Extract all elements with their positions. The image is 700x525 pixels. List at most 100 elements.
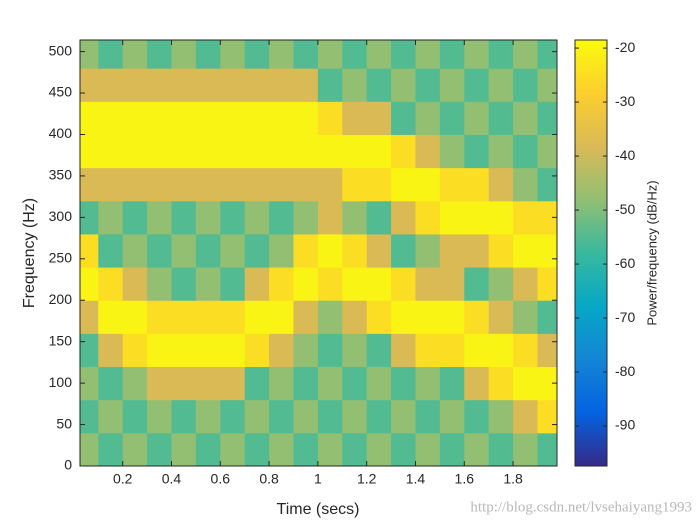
heatmap-cell <box>439 233 465 268</box>
heatmap-cell <box>80 101 99 135</box>
y-tick-label: 0 <box>64 457 72 473</box>
heatmap-cell <box>317 267 343 301</box>
heatmap-cell <box>513 267 538 301</box>
x-tick-label: 0.8 <box>259 471 279 487</box>
heatmap-cell <box>244 167 270 202</box>
heatmap-cell <box>244 200 270 235</box>
colorbar-tick-label: -90 <box>615 417 635 433</box>
colorbar-tick-label: -70 <box>615 309 635 325</box>
y-tick-label: 350 <box>49 167 73 183</box>
heatmap-cell <box>122 233 148 268</box>
heatmap-cell <box>244 134 270 169</box>
heatmap-cell <box>80 134 99 169</box>
x-tick-label: 1.4 <box>406 471 426 487</box>
heatmap-cell <box>488 134 514 169</box>
heatmap-cell <box>391 366 416 401</box>
colorbar-tick-label: -60 <box>615 255 635 271</box>
heatmap-cell <box>464 432 490 466</box>
heatmap-cell <box>80 267 99 301</box>
heatmap-cell <box>293 333 319 368</box>
heatmap-cell <box>513 134 538 169</box>
heatmap-cell <box>98 267 124 301</box>
heatmap-cell <box>269 333 294 368</box>
heatmap-cell <box>147 200 172 235</box>
heatmap-cell <box>80 366 99 401</box>
heatmap-cell <box>537 101 557 135</box>
heatmap-cell <box>366 134 392 169</box>
x-axis-label: Time (secs) <box>277 501 360 518</box>
heatmap-cell <box>464 134 490 169</box>
heatmap-cell <box>513 366 538 401</box>
heatmap-cell <box>293 267 319 301</box>
heatmap-cell <box>415 399 441 434</box>
heatmap-cell <box>269 134 294 169</box>
heatmap-cell <box>147 366 172 401</box>
heatmap-cell <box>220 333 246 368</box>
heatmap-cell <box>488 333 514 368</box>
heatmap-cell <box>195 233 221 268</box>
heatmap-cell <box>317 300 343 334</box>
heatmap-cell <box>439 300 465 334</box>
heatmap-cell <box>317 40 343 69</box>
heatmap-cell <box>195 333 221 368</box>
colorbar-tick-label: -20 <box>615 39 635 55</box>
heatmap-cell <box>488 200 514 235</box>
heatmap-cell <box>439 40 465 69</box>
heatmap-cell <box>488 432 514 466</box>
heatmap-cell <box>366 399 392 434</box>
heatmap <box>80 40 557 466</box>
heatmap-cell <box>439 68 465 102</box>
heatmap-cell <box>537 267 557 301</box>
heatmap-cell <box>244 40 270 69</box>
heatmap-cell <box>366 200 392 235</box>
heatmap-cell <box>488 399 514 434</box>
heatmap-cell <box>366 333 392 368</box>
heatmap-cell <box>415 233 441 268</box>
heatmap-cell <box>366 267 392 301</box>
heatmap-cell <box>513 432 538 466</box>
heatmap-cell <box>195 432 221 466</box>
heatmap-cell <box>342 333 368 368</box>
heatmap-cell <box>488 40 514 69</box>
heatmap-cell <box>537 300 557 334</box>
heatmap-cell <box>195 366 221 401</box>
y-tick-label: 450 <box>49 84 73 100</box>
heatmap-cell <box>415 432 441 466</box>
heatmap-cell <box>220 366 246 401</box>
heatmap-cell <box>342 134 368 169</box>
heatmap-cell <box>269 200 294 235</box>
heatmap-cell <box>171 366 197 401</box>
heatmap-cell <box>122 399 148 434</box>
heatmap-cell <box>195 200 221 235</box>
heatmap-cell <box>439 134 465 169</box>
heatmap-cell <box>366 432 392 466</box>
heatmap-cell <box>293 134 319 169</box>
heatmap-cell <box>439 399 465 434</box>
heatmap-cell <box>293 167 319 202</box>
heatmap-cell <box>415 300 441 334</box>
heatmap-cell <box>220 399 246 434</box>
heatmap-cell <box>220 267 246 301</box>
heatmap-cell <box>195 40 221 69</box>
y-tick-label: 500 <box>49 42 73 58</box>
heatmap-cell <box>439 267 465 301</box>
x-tick-label: 0.6 <box>211 471 231 487</box>
heatmap-cell <box>98 399 124 434</box>
x-tick-label: 1.6 <box>455 471 475 487</box>
heatmap-cell <box>244 101 270 135</box>
heatmap-cell <box>342 200 368 235</box>
heatmap-cell <box>415 101 441 135</box>
y-tick-label: 300 <box>49 208 73 224</box>
heatmap-cell <box>244 366 270 401</box>
heatmap-cell <box>391 432 416 466</box>
heatmap-cell <box>317 333 343 368</box>
heatmap-cell <box>122 267 148 301</box>
heatmap-cell <box>122 200 148 235</box>
heatmap-cell <box>220 300 246 334</box>
heatmap-cell <box>439 200 465 235</box>
heatmap-cell <box>244 399 270 434</box>
heatmap-cell <box>293 200 319 235</box>
heatmap-cell <box>171 101 197 135</box>
heatmap-cell <box>513 68 538 102</box>
heatmap-cell <box>293 432 319 466</box>
